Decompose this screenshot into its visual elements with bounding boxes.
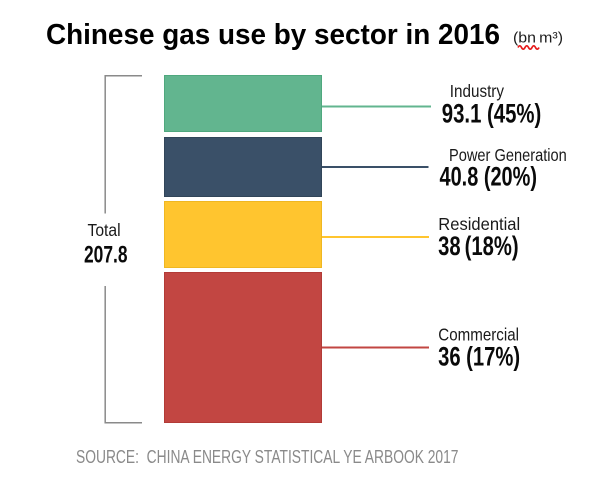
svg-text:Chinese gas use by sector in 2: Chinese gas use by sector in 2016	[46, 19, 500, 51]
svg-text:207.8: 207.8	[84, 242, 128, 269]
svg-text:(bn m³): (bn m³)	[513, 29, 563, 46]
svg-text:Power Generation: Power Generation	[449, 145, 567, 165]
svg-text:40.8 (20%): 40.8 (20%)	[440, 161, 538, 191]
svg-text:Total: Total	[88, 220, 121, 240]
svg-text:Industry: Industry	[450, 81, 504, 101]
svg-text:SOURCE: CHINA ENERGY STATISTI: SOURCE: CHINA ENERGY STATISTICAL YE ARBO…	[76, 446, 459, 467]
svg-text:38 (18%): 38 (18%)	[438, 231, 518, 261]
svg-text:Residential: Residential	[438, 214, 520, 234]
svg-text:36 (17%): 36 (17%)	[438, 342, 520, 372]
svg-text:Commercial: Commercial	[438, 325, 519, 345]
svg-text:93.1 (45%): 93.1 (45%)	[442, 98, 542, 128]
